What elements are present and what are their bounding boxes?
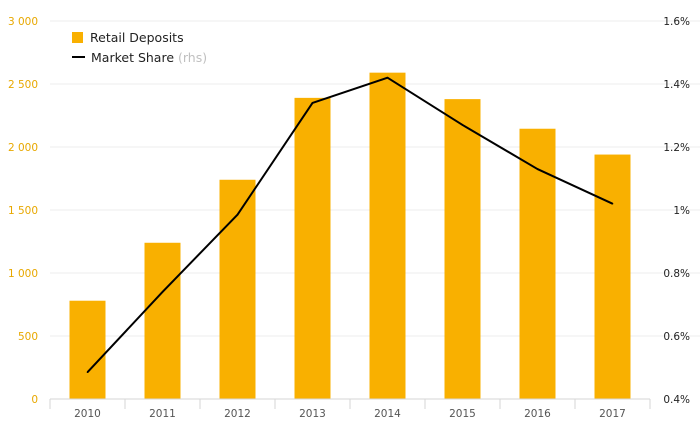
axes (49, 398, 651, 409)
line-series (86, 76, 614, 374)
bar-series (69, 72, 631, 400)
legend-swatch-bar (72, 31, 83, 43)
bar-2017 (594, 154, 631, 399)
bar-2012 (219, 179, 256, 399)
legend-label-line: Market Share (91, 49, 175, 65)
x-tick-label: 2012 (224, 408, 251, 420)
right-y-axis-ticks: 0.4% 0.6% 0.8% 1% 1.2% 1.4% 1.6% (663, 16, 690, 406)
legend-item-line: Market Share (rhs) (72, 47, 207, 67)
legend-label-bars: Retail Deposits (90, 29, 184, 45)
bar-2010 (69, 300, 106, 399)
left-tick-label: 3 000 (8, 16, 38, 28)
x-tick-label: 2011 (149, 408, 176, 420)
line-point-2011 (161, 291, 164, 293)
line-point-2013 (311, 102, 314, 104)
left-tick-label: 1 000 (8, 268, 38, 280)
right-tick-label: 0.6% (663, 331, 690, 343)
left-tick-label: 1 500 (8, 205, 38, 217)
bar-2011 (144, 242, 181, 399)
left-tick-label: 2 500 (8, 79, 38, 91)
left-tick-label: 500 (18, 331, 38, 343)
left-tick-label: 2 000 (8, 142, 38, 154)
left-y-axis-ticks: 0 500 1 000 1 500 2 000 2 500 3 000 (8, 16, 38, 406)
line-point-2016 (536, 168, 539, 170)
x-tick-label: 2017 (599, 408, 626, 420)
bar-2015 (444, 99, 481, 400)
x-tick-label: 2014 (374, 408, 401, 420)
right-tick-label: 0.4% (663, 394, 690, 406)
x-tick-label: 2013 (299, 408, 326, 420)
right-tick-label: 1.4% (663, 79, 690, 91)
line-point-2012 (236, 213, 239, 216)
x-tick-label: 2015 (449, 408, 476, 420)
legend-swatch-line (72, 56, 85, 58)
line-point-2014 (386, 76, 389, 79)
line-point-2017 (611, 202, 614, 205)
line-point-2015 (461, 124, 464, 126)
line-point-2010 (86, 371, 89, 374)
x-tick-label: 2010 (74, 408, 101, 420)
legend: Retail Deposits Market Share (rhs) (72, 27, 207, 67)
legend-note: (rhs) (178, 49, 208, 65)
x-tick-label: 2016 (524, 408, 551, 420)
market-share-line (86, 76, 613, 373)
right-tick-label: 0.8% (663, 268, 690, 280)
right-tick-label: 1.2% (663, 142, 690, 154)
bar-2014 (369, 72, 406, 399)
bar-2013 (294, 97, 331, 400)
legend-item-bars: Retail Deposits (72, 27, 207, 47)
right-tick-label: 1% (673, 205, 690, 217)
left-tick-label: 0 (31, 394, 38, 406)
x-axis-ticks: 2010 2011 2012 2013 2014 2015 2016 2017 (74, 408, 626, 420)
right-tick-label: 1.6% (663, 16, 690, 28)
